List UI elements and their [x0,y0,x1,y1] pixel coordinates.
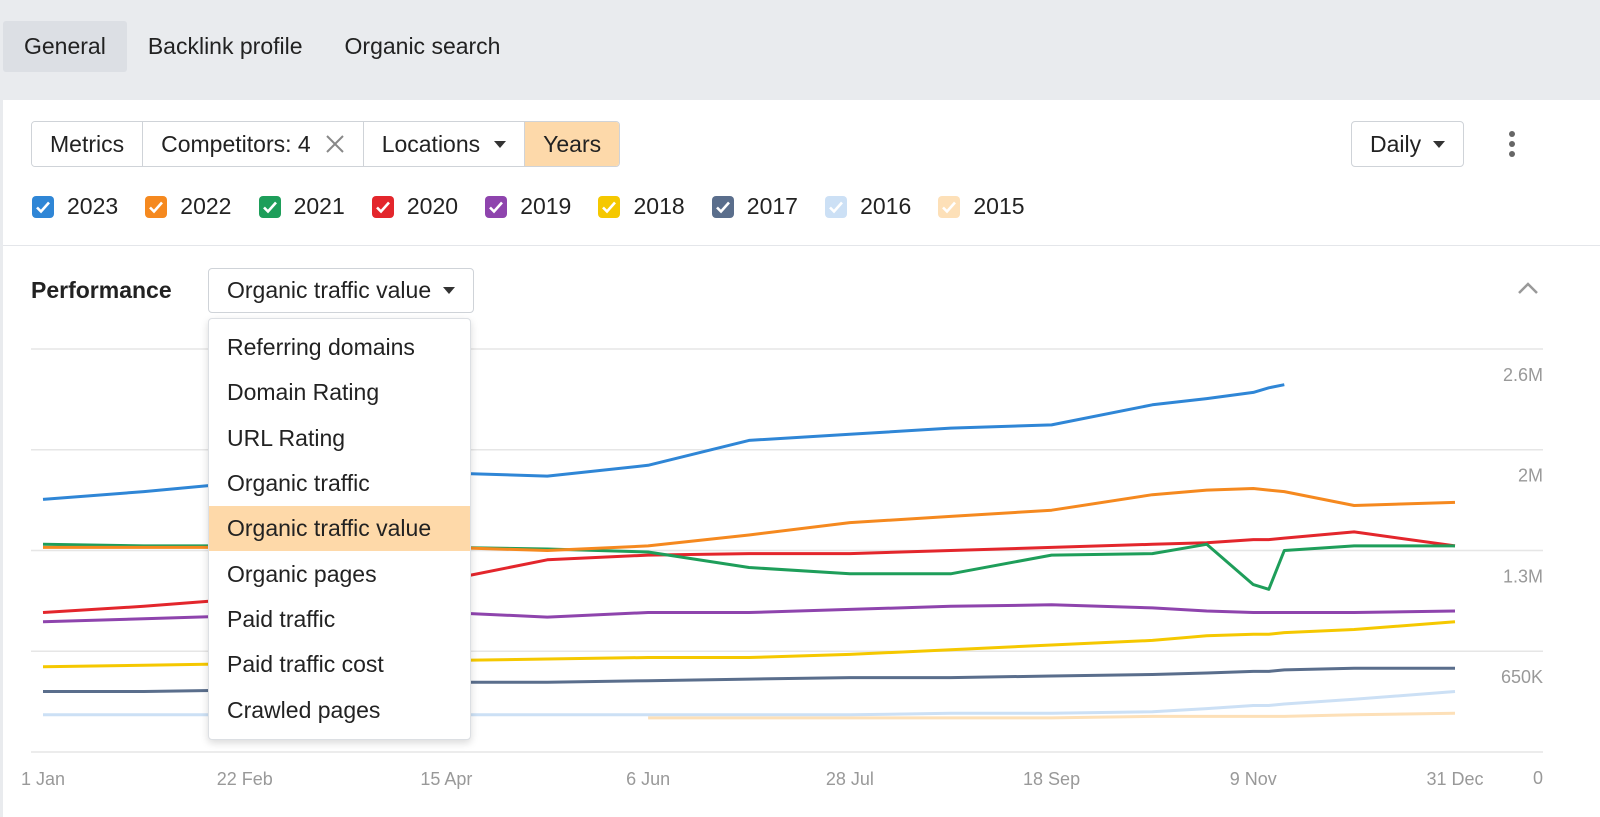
section-title: Performance [31,277,172,303]
legend-label: 2016 [860,193,912,219]
legend-checkbox[interactable] [258,195,282,219]
clear-icon[interactable] [325,134,345,154]
label: Competitors: 4 [161,130,311,157]
tab[interactable]: General [3,21,127,72]
y-tick-label: 650K [1501,667,1543,687]
panel: Metrics Competitors: 4 Locations Years D… [3,100,1600,817]
legend: 2023 2022 2021 2020 2019 2018 2017 2016 2015 [31,193,1051,220]
legend-item[interactable]: 2021 [258,193,371,220]
legend-label: 2017 [746,193,798,219]
legend-label: 2020 [406,193,459,219]
legend-checkbox[interactable] [711,195,735,219]
metric-select[interactable]: Organic traffic value [208,268,475,313]
menu-option[interactable]: URL Rating [227,424,346,451]
x-tick-label: 18 Sep [1023,769,1080,789]
legend-label: 2015 [973,193,1025,219]
tab-bar: General Backlink profile Organic search [3,21,521,72]
caret [494,140,507,148]
legend-label: 2019 [520,193,572,219]
x-tick-label: 9 Nov [1230,769,1277,789]
legend-checkbox[interactable] [824,195,848,219]
legend-item[interactable]: 2019 [484,193,597,220]
menu-option[interactable]: Domain Rating [227,379,380,406]
legend-item[interactable]: 2023 [31,193,144,220]
menu-option[interactable]: Paid traffic [227,605,336,632]
legend-checkbox[interactable] [597,195,621,219]
x-tick-label: 28 Jul [826,769,874,789]
x-tick-label: 31 Dec [1426,769,1483,789]
legend-checkbox[interactable] [31,195,55,219]
legend-label: 2018 [633,193,685,219]
x-tick-label: 22 Feb [217,769,273,789]
label: Metrics [50,130,125,157]
legend-checkbox[interactable] [144,195,168,219]
caret [1433,140,1446,148]
x-tick-label: 6 Jun [626,769,670,789]
label: Years [543,130,602,157]
label: Daily [1370,130,1422,157]
menu-option[interactable]: Organic traffic [227,470,370,497]
metrics-button[interactable]: Metrics [32,122,144,166]
legend-item[interactable]: 2018 [597,193,710,220]
metric-menu: Referring domains Domain Rating URL Rating… [208,318,471,740]
more-menu[interactable] [1503,130,1521,160]
years-button[interactable]: Years [525,122,620,166]
legend-label: 2022 [180,193,232,219]
series-line [648,711,1456,720]
legend-checkbox[interactable] [484,195,508,219]
collapse-icon[interactable] [1517,280,1539,296]
label: Locations [381,130,481,157]
menu-option[interactable]: Organic pages [227,560,377,587]
tab[interactable]: Organic search [344,33,501,59]
competitors-button[interactable]: Competitors: 4 [143,122,364,166]
menu-option[interactable]: Crawled pages [227,696,381,723]
filter-group: Metrics Competitors: 4 Locations Years [31,121,621,167]
legend-item[interactable]: 2016 [824,193,937,220]
caret [443,287,456,294]
y-tick-label: 2M [1518,466,1543,486]
interval-select[interactable]: Daily [1351,121,1465,167]
menu-option[interactable]: Referring domains [227,334,415,361]
legend-label: 2023 [67,193,119,219]
legend-item[interactable]: 2015 [937,193,1050,220]
legend-item[interactable]: 2022 [144,193,257,220]
x-tick-label: 15 Apr [420,769,472,789]
x-tick-label: 1 Jan [21,769,65,789]
locations-button[interactable]: Locations [363,122,526,166]
legend-item[interactable]: 2020 [371,193,484,220]
separator [3,245,1600,246]
menu-option[interactable]: Organic traffic value [209,506,470,552]
y-tick-label: 2.6M [1503,365,1543,385]
legend-checkbox[interactable] [371,195,395,219]
legend-checkbox[interactable] [937,195,961,219]
tab[interactable]: Backlink profile [147,33,303,59]
menu-option[interactable]: Paid traffic cost [227,651,384,678]
legend-item[interactable]: 2017 [711,193,824,220]
label: Organic traffic value [227,277,432,303]
legend-label: 2021 [293,193,345,219]
y-tick-label: 0 [1533,768,1543,788]
y-tick-label: 1.3M [1503,566,1543,586]
